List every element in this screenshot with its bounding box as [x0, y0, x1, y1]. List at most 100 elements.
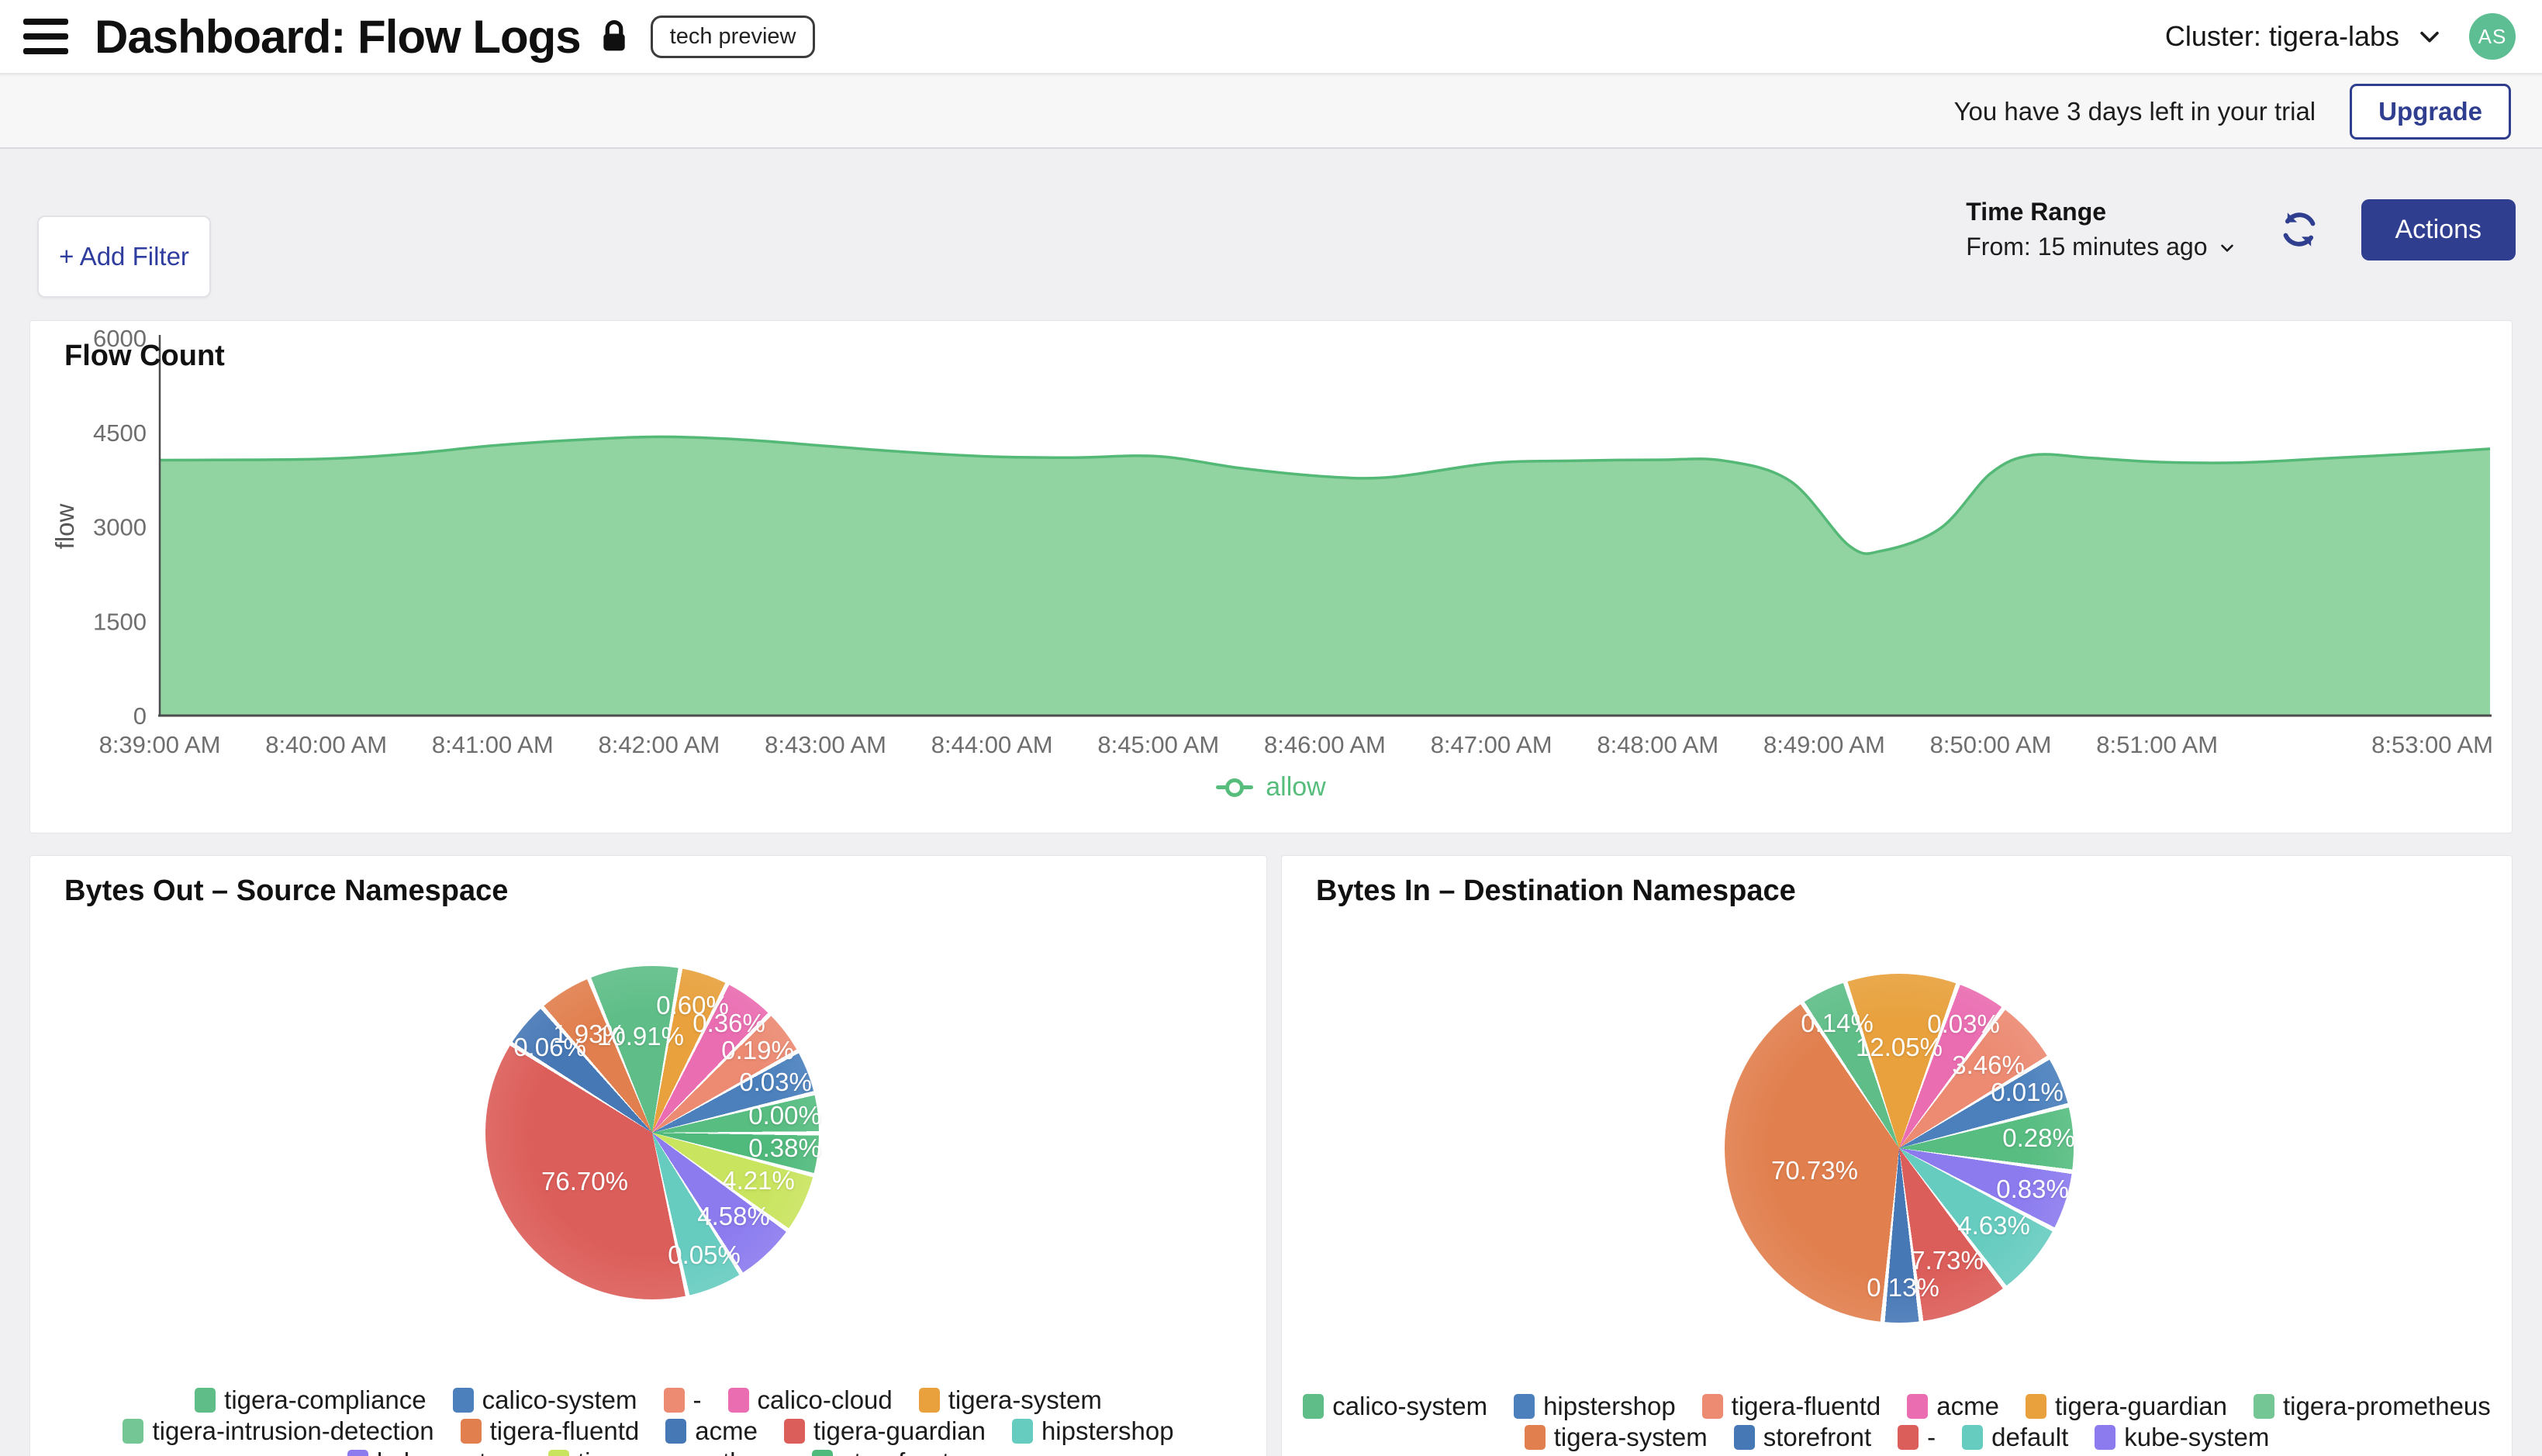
legend-item-kube-system[interactable]: kube-system — [347, 1447, 522, 1456]
legend-item-kube-system[interactable]: kube-system — [2095, 1422, 2269, 1453]
legend-swatch-icon — [1733, 1425, 1755, 1450]
pie-legend-row: calico-system hipstershop tigera-fluentd ac… — [1282, 1391, 2512, 1422]
legend-swatch-icon — [452, 1388, 474, 1413]
trial-banner: You have 3 days left in your trial Upgra… — [0, 76, 2542, 149]
actions-button[interactable]: Actions — [2361, 198, 2516, 260]
legend-item-tigera-guardian[interactable]: tigera-guardian — [2026, 1391, 2227, 1422]
y-axis-tick: 1500 — [93, 608, 147, 635]
allow-area[interactable] — [160, 436, 2490, 716]
avatar[interactable]: AS — [2469, 13, 2516, 60]
bytes-in-title: Bytes In – Destination Namespace — [1316, 875, 1796, 907]
legend-label: tigera-prometheus — [578, 1447, 786, 1456]
x-axis-tick: 8:41:00 AM — [432, 731, 554, 758]
legend-item-default[interactable]: default — [1962, 1422, 2068, 1453]
y-axis-tick: 0 — [133, 702, 147, 730]
cluster-label: Cluster: tigera-labs — [2164, 20, 2399, 52]
legend-label: calico-cloud — [757, 1385, 893, 1414]
legend-swatch-icon — [811, 1450, 833, 1456]
y-axis-label: flow — [50, 503, 79, 549]
pie-legend-row: tigera-system storefront - default kube-syst… — [1282, 1422, 2512, 1453]
legend-item-tigera-intrusion-detection[interactable]: tigera-intrusion-detection — [123, 1416, 434, 1447]
bytes-in-pie-chart[interactable] — [1725, 974, 2074, 1323]
legend-swatch-icon — [347, 1450, 368, 1456]
legend-item-storefront[interactable]: storefront — [811, 1447, 949, 1456]
legend-swatch-icon — [1907, 1394, 1929, 1419]
legend-item--[interactable]: - — [1898, 1422, 1936, 1453]
x-axis-tick: 8:50:00 AM — [1930, 731, 2052, 758]
x-axis-tick: 8:48:00 AM — [1597, 731, 1718, 758]
time-range-value: From: 15 minutes ago — [1966, 233, 2208, 260]
legend-swatch-icon — [1303, 1394, 1325, 1419]
add-filter-button[interactable]: + Add Filter — [37, 216, 211, 298]
legend-item-tigera-fluentd[interactable]: tigera-fluentd — [1701, 1391, 1881, 1422]
bytes-out-card: Bytes Out – Source Namespace 10.91% 0.60%… — [29, 855, 1267, 1456]
tech-preview-badge: tech preview — [650, 15, 816, 58]
x-axis-tick: 8:43:00 AM — [765, 731, 886, 758]
legend-item-tigera-system[interactable]: tigera-system — [1524, 1422, 1708, 1453]
x-axis-tick: 8:49:00 AM — [1763, 731, 1885, 758]
legend-swatch-icon — [727, 1388, 749, 1413]
legend-item-calico-system[interactable]: calico-system — [452, 1385, 637, 1416]
legend-label: tigera-fluentd — [489, 1416, 640, 1445]
pie-legend-row: kube-system tigera-prometheus storefront — [30, 1447, 1266, 1456]
legend-swatch-icon — [918, 1388, 940, 1413]
page-title: Dashboard: Flow Logs — [95, 10, 582, 63]
legend-swatch-icon — [1962, 1425, 1984, 1450]
menu-icon[interactable] — [23, 19, 68, 54]
legend-swatch-icon — [195, 1388, 216, 1413]
legend-item-tigera-guardian[interactable]: tigera-guardian — [783, 1416, 986, 1447]
legend-label: kube-system — [377, 1447, 522, 1456]
legend-label: acme — [695, 1416, 758, 1445]
bytes-out-pie-chart[interactable] — [485, 966, 819, 1299]
legend-item-tigera-compliance[interactable]: tigera-compliance — [195, 1385, 427, 1416]
chevron-down-icon — [2220, 244, 2233, 252]
refresh-icon[interactable] — [2278, 208, 2321, 251]
legend-label: tigera-compliance — [224, 1385, 427, 1414]
legend-label: kube-system — [2124, 1423, 2270, 1451]
legend-swatch-icon — [783, 1419, 805, 1444]
legend-swatch-icon — [547, 1450, 569, 1456]
legend-item-hipstershop[interactable]: hipstershop — [1011, 1416, 1174, 1447]
legend-swatch-icon — [665, 1419, 687, 1444]
bytes-in-card: Bytes In – Destination Namespace 12.05% 0… — [1281, 855, 2513, 1456]
y-axis-tick: 4500 — [93, 419, 147, 447]
legend-swatch-icon — [1011, 1419, 1033, 1444]
legend-item-storefront[interactable]: storefront — [1733, 1422, 1872, 1453]
flow-count-card: Flow Count 0 1500 3000 4500 6000 flow 8:39:00 … — [29, 320, 2513, 833]
x-axis-tick: 8:44:00 AM — [931, 731, 1053, 758]
legend-label: storefront — [1763, 1423, 1872, 1451]
legend-item-acme[interactable]: acme — [1907, 1391, 1999, 1422]
legend-label: tigera-prometheus — [2282, 1392, 2491, 1420]
app-header: Dashboard: Flow Logs tech preview Cluste… — [0, 0, 2542, 74]
legend-item--[interactable]: - — [663, 1385, 702, 1416]
legend-item-tigera-prometheus[interactable]: tigera-prometheus — [2253, 1391, 2491, 1422]
x-axis-tick: 8:39:00 AM — [99, 731, 221, 758]
legend-item-tigera-fluentd[interactable]: tigera-fluentd — [460, 1416, 640, 1447]
legend-swatch-icon — [2095, 1425, 2116, 1450]
legend-allow[interactable]: allow — [30, 772, 2512, 802]
legend-label: tigera-system — [1553, 1423, 1708, 1451]
x-axis-tick: 8:45:00 AM — [1097, 731, 1219, 758]
legend-item-hipstershop[interactable]: hipstershop — [1514, 1391, 1676, 1422]
time-range-selector[interactable]: Time Range From: 15 minutes ago — [1966, 198, 2236, 261]
upgrade-button[interactable]: Upgrade — [2350, 84, 2511, 140]
x-axis-tick: 8:51:00 AM — [2096, 731, 2218, 758]
legend-label: hipstershop — [1041, 1416, 1174, 1445]
avatar-initials: AS — [2478, 24, 2507, 48]
legend-swatch-icon — [1701, 1394, 1723, 1419]
legend-item-calico-cloud[interactable]: calico-cloud — [727, 1385, 893, 1416]
legend-swatch-icon — [2253, 1394, 2274, 1419]
legend-swatch-icon — [460, 1419, 482, 1444]
legend-label: tigera-guardian — [813, 1416, 986, 1445]
legend-item-acme[interactable]: acme — [665, 1416, 758, 1447]
legend-item-calico-system[interactable]: calico-system — [1303, 1391, 1487, 1422]
legend-item-tigera-prometheus[interactable]: tigera-prometheus — [547, 1447, 786, 1456]
legend-item-tigera-system[interactable]: tigera-system — [918, 1385, 1102, 1416]
legend-label: default — [1991, 1423, 2069, 1451]
cluster-selector[interactable]: Cluster: tigera-labs — [2165, 20, 2443, 53]
legend-swatch-icon — [123, 1419, 144, 1444]
x-axis-tick: 8:46:00 AM — [1264, 731, 1386, 758]
x-axis-tick: 8:47:00 AM — [1431, 731, 1552, 758]
flow-area-chart[interactable]: 0 1500 3000 4500 6000 flow 8:39:00 AM 8:40:00 A… — [30, 321, 2512, 833]
legend-swatch-icon — [663, 1388, 685, 1413]
